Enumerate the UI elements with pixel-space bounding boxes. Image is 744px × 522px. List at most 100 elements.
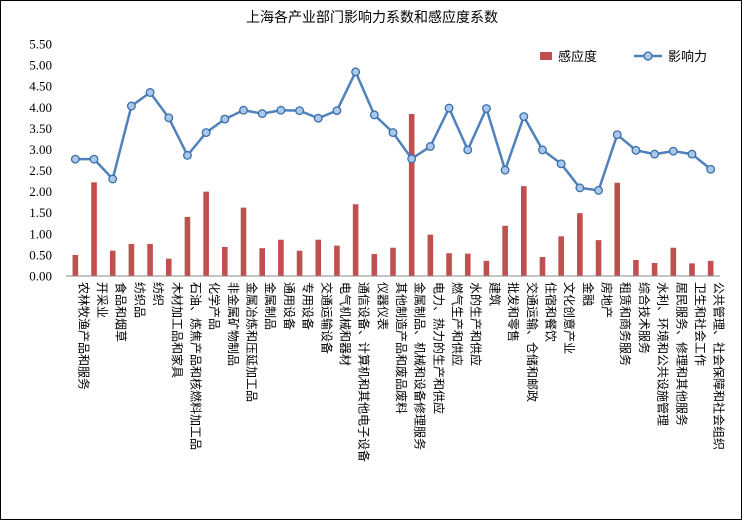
y-tick-label: 3.00 — [29, 142, 52, 157]
x-tick-label: 居民服务、修理和其他服务 — [674, 282, 689, 426]
bar-21 — [464, 253, 471, 276]
line-point-1 — [89, 154, 99, 164]
bar-11 — [278, 239, 284, 276]
y-tick-label: 1.00 — [29, 226, 52, 241]
line-point-24 — [519, 112, 529, 122]
x-tick-label: 非金属矿物制品 — [226, 282, 241, 366]
line-point-18 — [407, 154, 417, 164]
legend-label-bar: 感应度 — [558, 49, 597, 65]
y-tick-label: 0.50 — [29, 247, 52, 262]
x-axis: 农林牧渔产品和服务 开采业 食品和烟草 纺织品 纺织 木材加工品和家具 石油、炼焦产品和核燃… — [66, 275, 727, 462]
x-tick-label: 化学产品 — [207, 282, 222, 330]
line-point-0 — [70, 154, 80, 164]
x-tick-label: 交通运输、仓储和邮政 — [525, 282, 540, 402]
line-point-12 — [295, 106, 305, 116]
bar-16 — [371, 254, 378, 276]
y-tick-label: 5.00 — [29, 58, 52, 73]
x-tick-label: 公共管理、社会保障和社会组织 — [712, 282, 727, 450]
x-tick-label: 卫生和社会工作 — [693, 282, 708, 366]
line-point-7 — [201, 128, 211, 138]
y-axis: 0.00 0.50 1.00 1.50 2.00 2.50 3.00 3.50 4.00 4.50… — [29, 37, 52, 284]
line-point-5 — [164, 113, 174, 123]
line-series — [70, 67, 716, 195]
bar-31 — [651, 262, 658, 276]
x-tick-label: 石油、炼焦产品和核燃料加工品 — [188, 282, 203, 450]
line-point-28 — [594, 185, 603, 195]
line-point-15 — [351, 67, 361, 77]
bar-34 — [707, 260, 714, 276]
x-tick-label: 住宿和餐饮 — [543, 282, 558, 342]
line-point-10 — [257, 109, 267, 119]
y-tick-label: 2.00 — [29, 184, 52, 199]
line-point-30 — [631, 145, 641, 155]
line-point-22 — [481, 104, 491, 113]
bar-33 — [689, 263, 695, 276]
x-tick-label: 金属制品 — [263, 282, 278, 330]
legend: 感应度 影响力 — [540, 49, 707, 65]
bar-22 — [483, 260, 490, 276]
bar-12 — [296, 250, 303, 276]
y-tick-label: 0.00 — [29, 269, 52, 284]
x-tick-label: 其他制造产品和废品废料 — [394, 282, 409, 414]
bar-20 — [446, 253, 452, 276]
y-tick-label: 4.50 — [29, 79, 52, 94]
line-point-23 — [500, 165, 510, 175]
y-tick-label: 3.50 — [29, 121, 52, 136]
line-point-17 — [388, 128, 398, 138]
bar-25 — [539, 257, 546, 276]
x-tick-label: 交通运输设备 — [319, 282, 334, 354]
x-tick-label: 建筑 — [487, 282, 502, 306]
line-point-13 — [313, 113, 323, 123]
line-point-14 — [332, 106, 342, 116]
bar-18 — [408, 114, 415, 276]
bar-9 — [240, 207, 247, 276]
line-point-26 — [556, 159, 566, 169]
line-point-32 — [668, 146, 678, 156]
x-tick-label: 电气机械和器材 — [338, 282, 353, 366]
x-tick-label: 金融 — [581, 282, 596, 306]
bar-1 — [91, 182, 97, 276]
line-point-29 — [612, 130, 622, 140]
line-point-33 — [687, 149, 697, 159]
bar-5 — [165, 258, 172, 276]
y-tick-label: 5.50 — [29, 37, 52, 52]
line-point-27 — [575, 183, 585, 193]
x-tick-label: 专用设备 — [301, 282, 316, 330]
bar-2 — [109, 250, 116, 276]
bar-4 — [147, 243, 153, 276]
y-tick-label: 1.50 — [29, 205, 52, 220]
chart-title: 上海各产业部门影响力系数和感应度系数 — [246, 9, 498, 26]
legend-swatch-bar — [540, 52, 552, 60]
bar-14 — [334, 245, 340, 276]
line-point-25 — [538, 145, 547, 155]
bar-15 — [352, 204, 359, 276]
bar-6 — [184, 216, 191, 276]
line-point-16 — [369, 110, 379, 120]
line-point-20 — [444, 103, 454, 113]
x-tick-label: 房地产 — [600, 282, 615, 318]
x-tick-label: 批发和零售 — [506, 282, 521, 342]
y-tick-label: 4.00 — [29, 100, 52, 115]
x-tick-label: 纺织 — [151, 282, 165, 306]
x-tick-label: 农林牧渔产品和服务 — [76, 282, 91, 390]
bar-24 — [520, 186, 527, 276]
x-tick-label: 综合技术服务 — [637, 282, 652, 354]
line-point-19 — [425, 142, 435, 151]
line-point-31 — [650, 149, 660, 159]
line-point-3 — [126, 101, 136, 111]
bar-23 — [502, 225, 508, 276]
bar-3 — [128, 243, 135, 276]
legend-label-line: 影响力 — [668, 49, 707, 65]
x-tick-label: 金属制品、机械和设备修理服务 — [413, 282, 428, 450]
line-point-9 — [239, 105, 248, 115]
x-tick-label: 纺织品 — [132, 282, 146, 318]
x-tick-label: 仪器仪表 — [375, 282, 389, 330]
line-point-8 — [220, 114, 230, 124]
bar-13 — [315, 239, 322, 276]
x-tick-label: 金属冶炼和压延加工品 — [245, 282, 260, 402]
bar-series — [72, 114, 714, 276]
line-point-11 — [276, 105, 286, 115]
bar-27 — [577, 213, 583, 276]
